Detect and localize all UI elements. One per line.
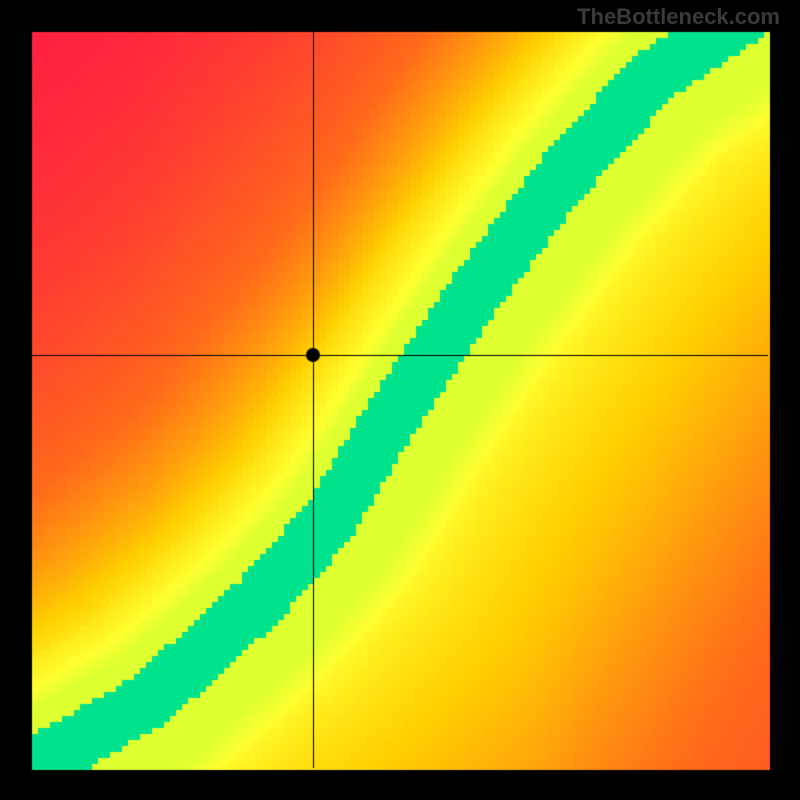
heatmap-canvas xyxy=(0,0,800,800)
watermark-text: TheBottleneck.com xyxy=(577,4,780,30)
chart-container: TheBottleneck.com xyxy=(0,0,800,800)
